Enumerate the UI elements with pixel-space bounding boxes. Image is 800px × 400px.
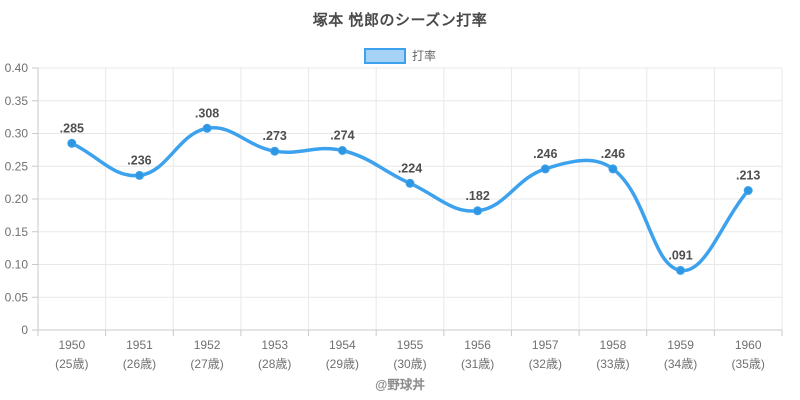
x-axis-age-label: (26歳) — [123, 357, 156, 371]
data-point-marker[interactable] — [270, 146, 280, 156]
x-axis-age-label: (34歳) — [664, 357, 697, 371]
legend-swatch-icon — [363, 47, 406, 64]
data-point-marker[interactable] — [473, 206, 483, 216]
data-point-marker[interactable] — [337, 146, 347, 155]
y-axis-tick-label: 0.25 — [5, 159, 29, 173]
batting-average-line — [70, 126, 750, 273]
x-axis-age-label: (32歳) — [529, 357, 562, 371]
y-axis-tick-label: 0.10 — [5, 258, 29, 272]
x-axis-year-label: 1958 — [600, 338, 627, 352]
data-point-marker[interactable] — [743, 186, 753, 195]
x-axis-age-label: (33歳) — [596, 357, 629, 371]
data-point-label: .246 — [533, 147, 557, 161]
y-axis-tick-label: 0.40 — [5, 61, 29, 75]
x-axis-year-label: 1959 — [667, 338, 694, 352]
data-point-label: .274 — [330, 129, 354, 143]
data-point-label: .285 — [60, 121, 84, 135]
y-axis-tick-label: 0 — [21, 323, 28, 337]
data-point-label: .308 — [195, 106, 219, 120]
data-point-label: .246 — [601, 147, 625, 161]
x-axis-year-label: 1955 — [397, 338, 424, 352]
data-point-label: .224 — [398, 161, 422, 175]
data-point-label: .273 — [263, 129, 287, 143]
x-axis-age-label: (27歳) — [190, 357, 223, 371]
legend-label: 打率 — [411, 49, 436, 63]
x-axis-age-label: (28歳) — [258, 357, 291, 371]
data-point-label: .182 — [465, 189, 489, 203]
x-axis-year-label: 1956 — [464, 338, 491, 352]
data-point-label: .213 — [736, 168, 760, 182]
x-axis-year-label: 1954 — [329, 338, 356, 352]
x-axis-year-label: 1957 — [532, 338, 559, 352]
y-axis-tick-label: 0.35 — [5, 94, 29, 108]
x-axis-year-label: 1960 — [735, 338, 762, 352]
data-point-marker[interactable] — [608, 164, 618, 174]
x-axis-age-label: (31歳) — [461, 357, 494, 371]
footer-credit: @野球丼 — [375, 378, 425, 392]
y-axis-tick-label: 0.05 — [5, 290, 29, 304]
x-axis-year-label: 1951 — [126, 338, 153, 352]
chart-title: 塚本 悦郎のシーズン打率 — [312, 12, 488, 29]
y-axis-tick-label: 0.20 — [5, 192, 29, 206]
y-axis-tick-label: 0.15 — [5, 225, 29, 239]
data-point-label: .236 — [127, 153, 151, 167]
data-point-marker[interactable] — [67, 138, 77, 148]
x-axis-year-label: 1952 — [194, 338, 221, 352]
x-axis-age-label: (25歳) — [55, 357, 88, 371]
data-point-marker[interactable] — [676, 265, 685, 275]
data-point-marker[interactable] — [405, 178, 415, 188]
x-axis-age-label: (35歳) — [732, 357, 765, 371]
x-axis-age-label: (29歳) — [326, 357, 359, 371]
legend[interactable]: 打率 — [0, 47, 800, 64]
y-axis-tick-label: 0.30 — [5, 127, 29, 141]
x-axis-year-label: 1950 — [58, 338, 85, 352]
data-point-marker[interactable] — [540, 164, 550, 174]
data-point-marker[interactable] — [202, 123, 212, 133]
data-point-marker[interactable] — [135, 170, 144, 180]
data-point-label: .091 — [668, 248, 692, 262]
x-axis-age-label: (30歳) — [393, 357, 426, 371]
x-axis-year-label: 1953 — [261, 338, 288, 352]
